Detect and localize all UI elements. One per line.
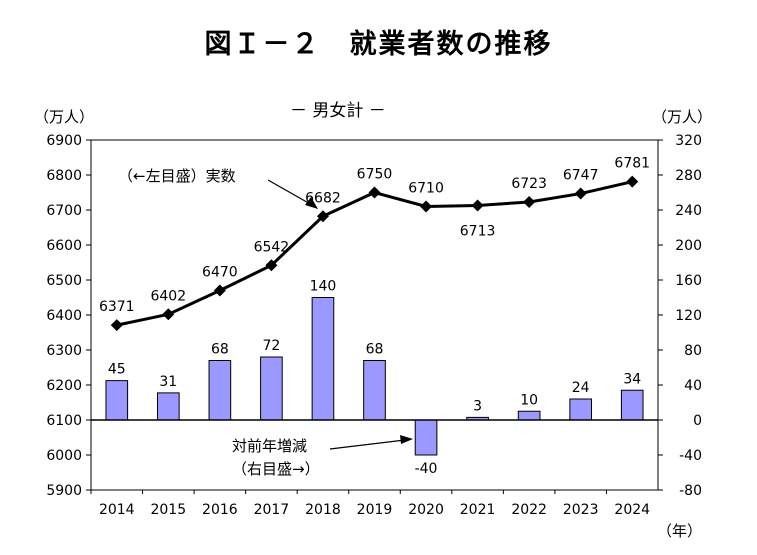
right-tick-label: 80 <box>684 343 702 359</box>
x-tick-label: 2022 <box>511 502 547 518</box>
bar-data-label: -40 <box>415 461 438 477</box>
line-marker <box>523 195 536 208</box>
left-tick-label: 6200 <box>46 378 82 394</box>
right-axis-unit: （万人） <box>652 108 713 126</box>
line-marker <box>626 175 639 188</box>
left-tick-label: 6300 <box>46 343 82 359</box>
x-tick-label: 2015 <box>150 502 186 518</box>
right-tick-label: 40 <box>684 378 702 394</box>
right-tick-label: 160 <box>675 273 702 289</box>
bar-annotation-arrowhead <box>400 435 413 444</box>
line-data-label: 6747 <box>563 168 599 184</box>
right-tick-label: 320 <box>675 133 702 149</box>
line-marker <box>574 187 587 200</box>
x-tick-label: 2020 <box>408 502 444 518</box>
left-tick-label: 5900 <box>46 483 82 499</box>
bar-data-label: 68 <box>366 342 384 358</box>
right-tick-label: -40 <box>679 448 702 464</box>
line-data-label: 6781 <box>614 156 650 172</box>
line-data-label: 6750 <box>357 167 393 183</box>
line-annotation-arrowhead <box>305 197 318 209</box>
right-tick-label: 120 <box>675 308 702 324</box>
bar <box>569 398 593 421</box>
bar-annotation-arrow <box>329 439 406 450</box>
bar-data-label: 3 <box>473 398 482 414</box>
x-tick-label: 2016 <box>202 502 238 518</box>
bar-data-label: 31 <box>159 374 177 390</box>
line-marker <box>471 199 484 212</box>
left-tick-label: 6100 <box>46 413 82 429</box>
bar <box>363 360 386 421</box>
bar <box>311 297 335 421</box>
line-data-label: 6470 <box>202 265 238 281</box>
right-tick-label: 0 <box>693 413 702 429</box>
bar-data-label: 10 <box>520 392 538 408</box>
bar-data-label: 68 <box>211 342 229 358</box>
bar-data-label: 34 <box>623 371 641 387</box>
line-data-label: 6713 <box>460 223 496 239</box>
line-marker <box>368 186 381 199</box>
bar <box>414 419 438 456</box>
line-marker <box>265 259 278 272</box>
chart-subtitle: － 男女計 － <box>290 101 386 121</box>
x-tick-label: 2019 <box>357 502 393 518</box>
line-data-label: 6371 <box>99 299 135 315</box>
left-tick-label: 6000 <box>46 448 82 464</box>
x-tick-label: 2024 <box>614 502 650 518</box>
right-tick-label: -80 <box>679 483 702 499</box>
line-data-label: 6542 <box>254 239 290 255</box>
x-tick-label: 2018 <box>305 502 341 518</box>
line-series-annotation: （←左目盛）実数 <box>118 167 236 185</box>
line-marker <box>162 308 175 321</box>
line-data-label: 6710 <box>408 181 444 197</box>
bar <box>208 360 232 421</box>
bar <box>105 380 129 421</box>
bar <box>620 389 644 421</box>
line-marker <box>420 200 433 213</box>
bar <box>260 356 283 421</box>
bar-data-label: 24 <box>572 380 590 396</box>
chart-title: 図Ｉ－２ 就業者数の推移 <box>204 29 553 60</box>
line-series <box>116 180 633 327</box>
line-marker <box>110 319 123 332</box>
right-tick-label: 240 <box>675 203 702 219</box>
bar-data-label: 72 <box>262 338 280 354</box>
x-tick-label: 2021 <box>460 502 496 518</box>
left-tick-label: 6800 <box>46 168 82 184</box>
x-tick-label: 2014 <box>99 502 135 518</box>
line-data-label: 6402 <box>150 288 186 304</box>
bar-data-label: 45 <box>108 362 126 378</box>
line-data-label: 6723 <box>511 176 547 192</box>
x-tick-label: 2017 <box>254 502 290 518</box>
x-tick-label: 2023 <box>563 502 599 518</box>
left-tick-label: 6700 <box>46 203 82 219</box>
line-marker <box>316 210 329 223</box>
left-axis-unit: （万人） <box>34 108 95 126</box>
left-tick-label: 6400 <box>46 308 82 324</box>
right-tick-label: 280 <box>675 168 702 184</box>
right-tick-label: 200 <box>675 238 702 254</box>
line-annotation-arrow <box>267 179 313 206</box>
bar <box>517 410 541 421</box>
x-axis-unit: （年） <box>657 522 703 540</box>
bar-series-annotation-2: （右目盛→） <box>232 460 320 478</box>
bar-data-label: 140 <box>310 279 337 295</box>
left-tick-label: 6900 <box>46 133 82 149</box>
bar <box>156 392 180 421</box>
left-tick-label: 6600 <box>46 238 82 254</box>
line-marker <box>213 284 226 297</box>
left-tick-label: 6500 <box>46 273 82 289</box>
bar-series-annotation-1: 対前年増減 <box>232 437 307 455</box>
